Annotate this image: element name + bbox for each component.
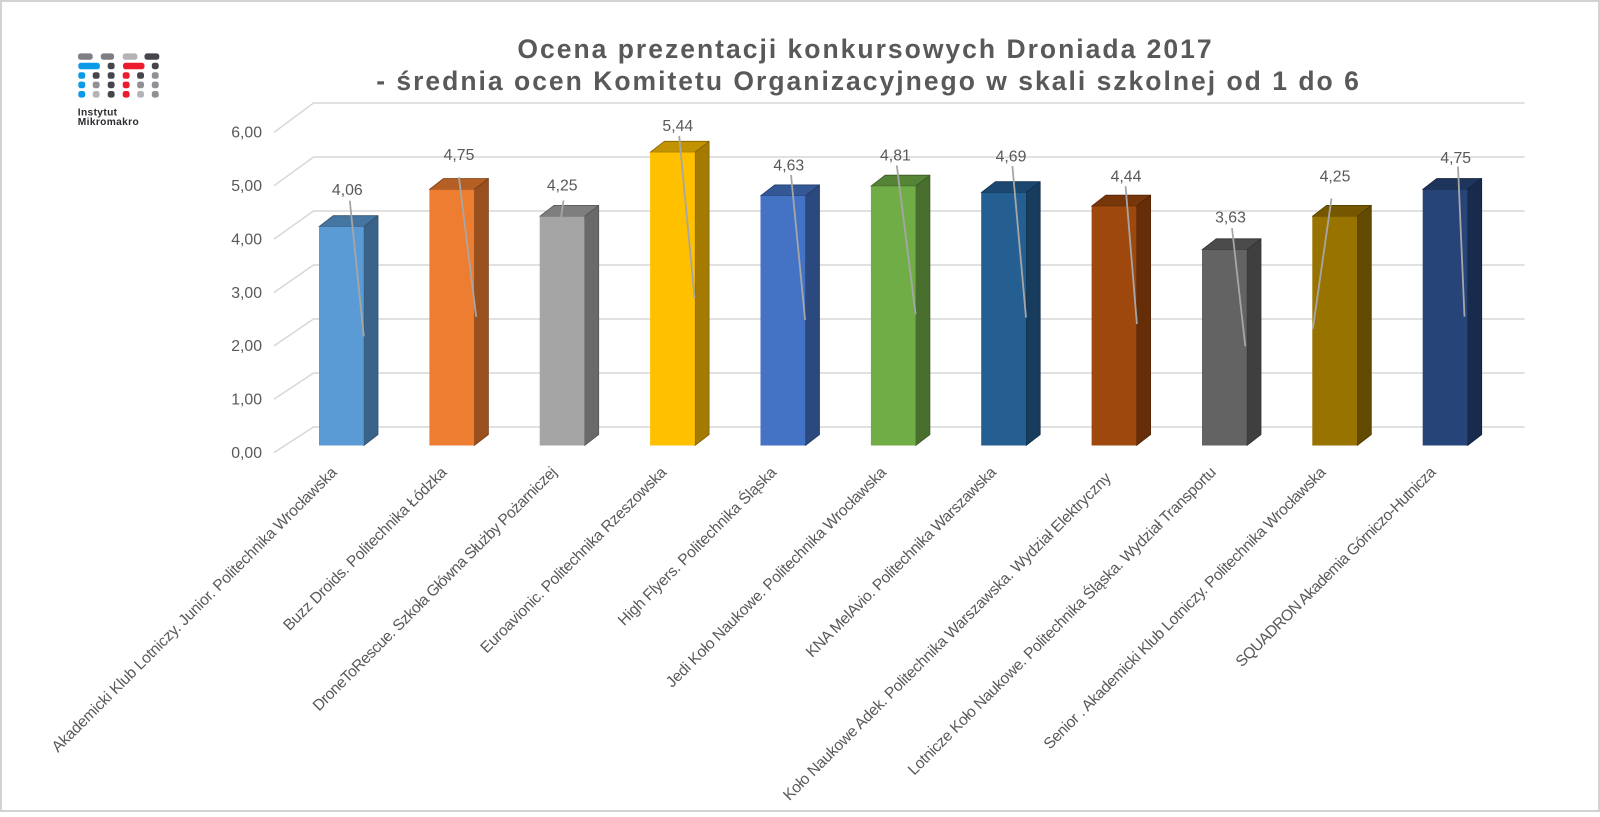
svg-text:Mikromakro: Mikromakro (78, 117, 139, 128)
svg-text:- średnia ocen Komitetu Organi: - średnia ocen Komitetu Organizacyjnego … (376, 66, 1361, 96)
svg-text:4,75: 4,75 (1440, 150, 1471, 167)
svg-text:4,25: 4,25 (547, 178, 578, 195)
svg-text:4,25: 4,25 (1320, 169, 1351, 186)
svg-text:4,63: 4,63 (773, 157, 804, 174)
svg-text:2,00: 2,00 (231, 338, 262, 355)
svg-text:4,00: 4,00 (231, 231, 262, 248)
svg-text:4,75: 4,75 (444, 147, 475, 164)
svg-text:Instytut: Instytut (78, 107, 118, 118)
svg-text:1,00: 1,00 (231, 392, 262, 409)
svg-text:4,69: 4,69 (996, 149, 1027, 166)
svg-text:4,81: 4,81 (880, 148, 911, 165)
svg-text:0,00: 0,00 (231, 445, 262, 462)
svg-text:4,44: 4,44 (1111, 169, 1142, 186)
svg-text:5,00: 5,00 (231, 178, 262, 195)
svg-text:6,00: 6,00 (231, 125, 262, 142)
svg-text:3,00: 3,00 (231, 285, 262, 302)
svg-text:4,06: 4,06 (332, 182, 363, 199)
svg-text:5,44: 5,44 (662, 118, 693, 135)
svg-text:3,63: 3,63 (1215, 210, 1246, 227)
svg-text:Ocena prezentacji konkursowych: Ocena prezentacji konkursowych Droniada … (517, 34, 1213, 64)
